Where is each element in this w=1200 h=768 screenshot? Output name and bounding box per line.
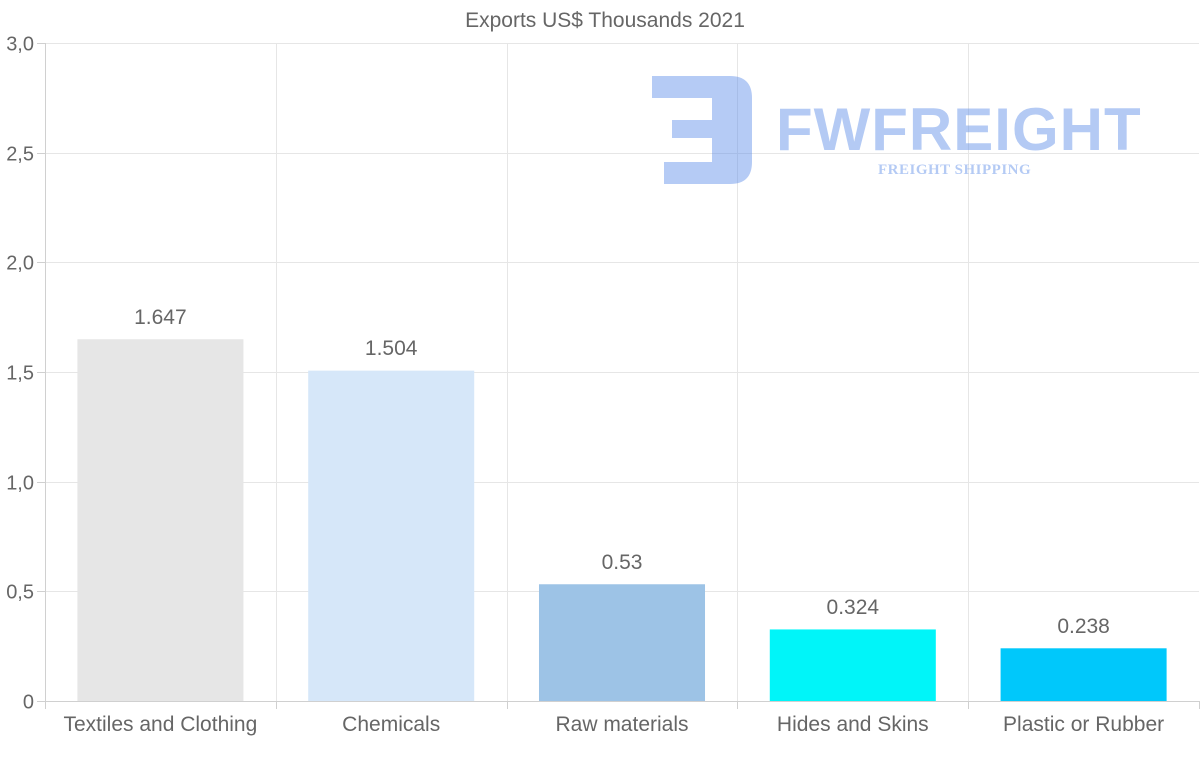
x-tick-label: Plastic or Rubber [1003,713,1164,736]
y-tick-label: 0 [23,692,34,714]
watermark-tagline: FREIGHT SHIPPING [878,162,1031,178]
bar-chemicals [308,370,475,702]
labels: 0 0,5 1,0 1,5 2,0 2,5 3,0 1.647 Textiles and Clo… [6,34,1164,737]
y-tick-label: 2,5 [6,144,34,166]
x-tick-label: Hides and Skins [777,713,929,736]
data-label: 1.647 [134,306,187,329]
x-tick-label: Raw materials [555,713,688,736]
chart-title: Exports US$ Thousands 2021 [465,9,745,32]
data-label: 0.238 [1057,615,1110,638]
y-tick-label: 2,0 [6,253,34,275]
bars [77,339,1167,702]
fwfreight-logo-icon [652,76,752,184]
y-tick-label: 1,5 [6,363,34,385]
watermark-brand: FWFREIGHT [776,96,1142,163]
x-tick-label: Chemicals [342,713,440,736]
data-label: 0.324 [827,596,880,619]
data-label: 0.53 [602,551,643,574]
y-tick-label: 0,5 [6,582,34,604]
bar-hides-and-skins [769,629,936,702]
bar-textiles-and-clothing [77,339,244,702]
data-label: 1.504 [365,337,418,360]
x-tick-label: Textiles and Clothing [64,713,258,736]
bar-plastic-or-rubber [1000,648,1167,702]
watermark: FWFREIGHT FREIGHT SHIPPING [652,76,1142,184]
y-tick-label: 3,0 [6,34,34,56]
bar-raw-materials [538,584,706,702]
y-tick-label: 1,0 [6,473,34,495]
